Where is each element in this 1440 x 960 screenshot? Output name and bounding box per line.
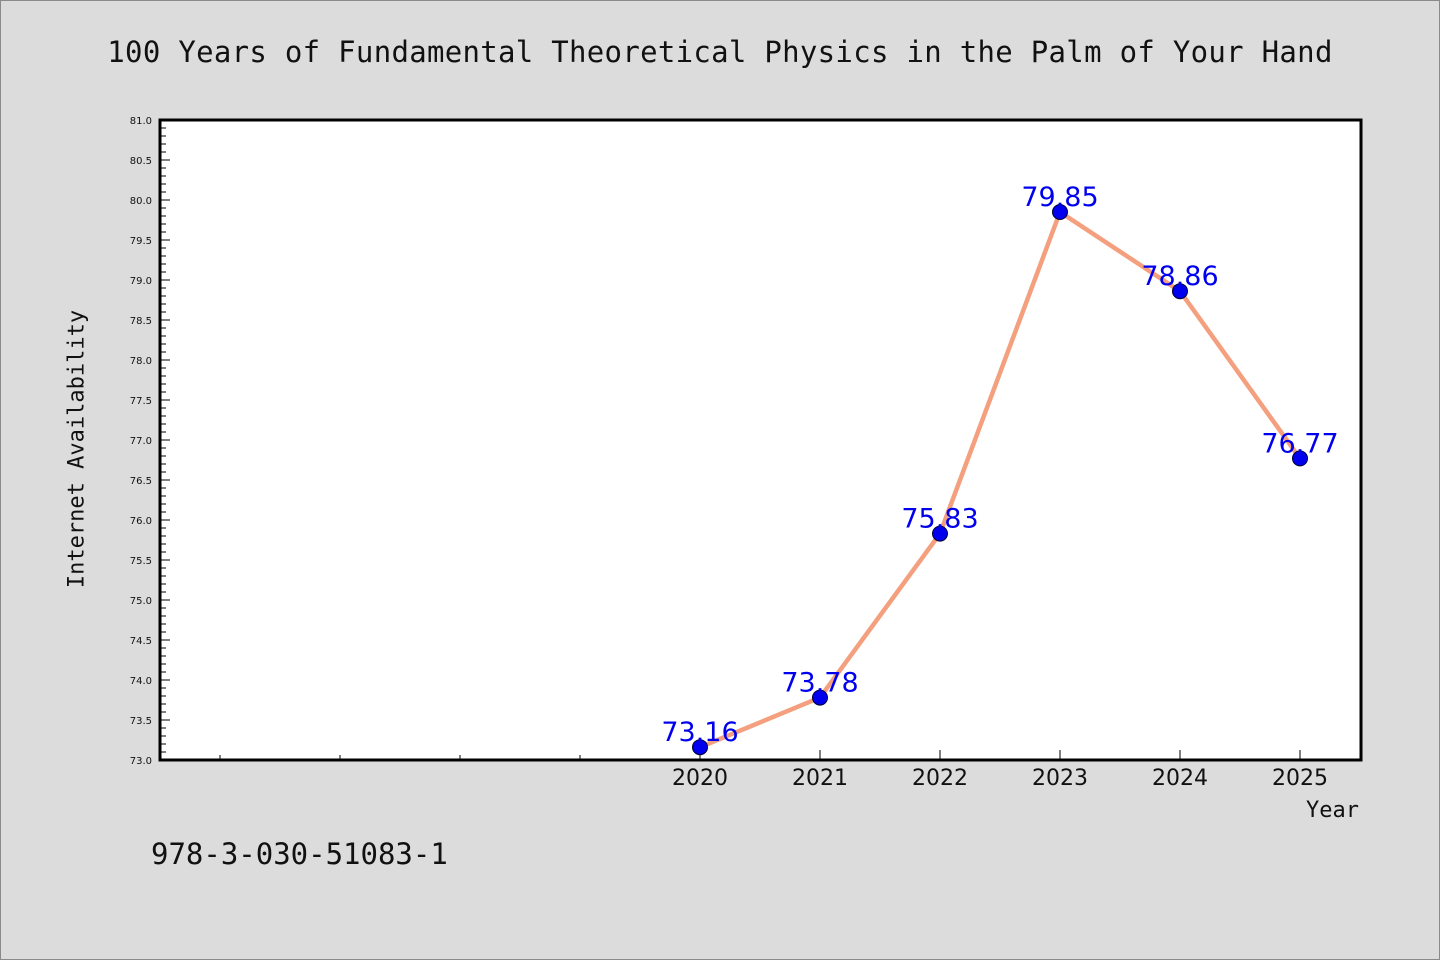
- y-tick-label: 77.0: [130, 436, 152, 447]
- y-tick-label: 78.5: [130, 316, 152, 327]
- data-label: 79.85: [1021, 182, 1098, 213]
- y-tick-label: 78.0: [130, 356, 152, 367]
- x-tick-label: 2020: [672, 766, 728, 791]
- y-tick-label: 76.5: [130, 476, 152, 487]
- y-tick-label: 73.0: [130, 756, 152, 767]
- x-tick-label: 2021: [792, 766, 848, 791]
- y-tick-label: 79.5: [130, 236, 152, 247]
- y-tick-label: 75.5: [130, 556, 152, 567]
- x-tick-label: 2023: [1032, 766, 1088, 791]
- y-tick-label: 81.0: [130, 116, 152, 127]
- data-point: [1172, 283, 1188, 300]
- plot-area: [158, 118, 1363, 762]
- isbn-text: 978-3-030-51083-1: [151, 837, 448, 871]
- x-tick-label: 2022: [912, 766, 968, 791]
- y-tick-label: 76.0: [130, 516, 152, 527]
- x-tick-label: 2024: [1152, 766, 1208, 791]
- data-label: 76.77: [1261, 428, 1338, 459]
- data-point: [932, 525, 948, 542]
- y-tick-label: 79.0: [130, 276, 152, 287]
- data-label: 73.78: [781, 668, 858, 699]
- data-label: 75.83: [901, 504, 978, 535]
- y-tick-label: 73.5: [130, 716, 152, 727]
- x-axis-label: Year: [1306, 798, 1359, 823]
- y-tick-label: 77.5: [130, 396, 152, 407]
- data-point: [1292, 450, 1308, 467]
- series-line: [699, 209, 1302, 750]
- data-point: [692, 739, 708, 756]
- data-point: [1052, 204, 1068, 220]
- y-tick-label: 74.5: [130, 636, 152, 647]
- data-point: [812, 689, 828, 706]
- data-label: 73.16: [661, 717, 738, 748]
- y-tick-label: 80.5: [130, 156, 152, 167]
- y-tick-label: 74.0: [130, 676, 152, 687]
- y-tick-label: 75.0: [130, 596, 152, 607]
- chart-title: 100 Years of Fundamental Theoretical Phy…: [107, 35, 1333, 69]
- y-tick-label: 80.0: [130, 196, 152, 207]
- data-label: 78.86: [1141, 261, 1218, 292]
- x-tick-label: 2025: [1272, 766, 1328, 791]
